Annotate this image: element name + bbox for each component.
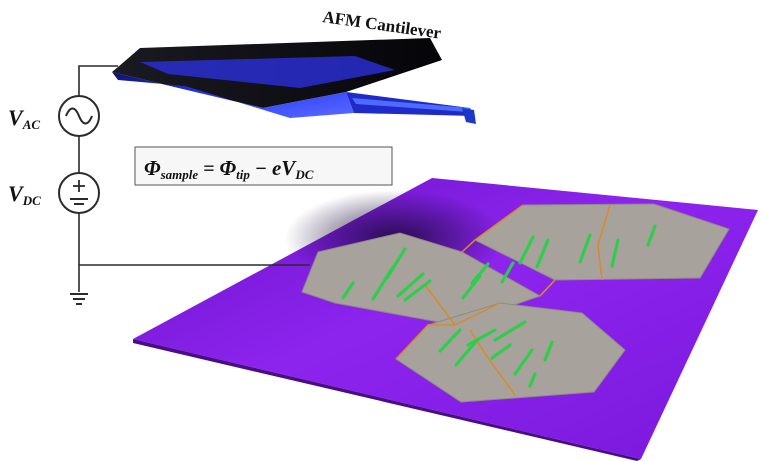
equals-sign: = <box>203 158 214 180</box>
sample-subscript: sample <box>160 167 199 182</box>
ac-source-icon <box>58 95 100 137</box>
cantilever-label: AFM Cantilever <box>321 7 442 43</box>
minus-sign: − <box>255 158 267 180</box>
vac-label: VAC <box>8 105 40 132</box>
phi-tip-symbol: Φ <box>220 156 237 180</box>
vdc-label: VDC <box>8 181 41 208</box>
svg-text:Φsample=Φtip−eVDC: Φsample = Φtip − eVDC <box>144 156 314 182</box>
domain-needles <box>341 224 657 388</box>
dc-subscript: DC <box>294 167 313 182</box>
grain-bottom <box>395 302 626 403</box>
work-function-equation: Φsample = Φtip − eVDC <box>134 146 393 186</box>
dc-source-icon <box>58 172 100 214</box>
phi-sample-symbol: Φ <box>144 156 161 180</box>
tip-subscript: tip <box>236 167 250 182</box>
circuit-wires <box>78 65 310 292</box>
ground-icon <box>70 293 88 305</box>
afm-cantilever <box>112 38 476 124</box>
e-v-term: eV <box>272 156 297 180</box>
